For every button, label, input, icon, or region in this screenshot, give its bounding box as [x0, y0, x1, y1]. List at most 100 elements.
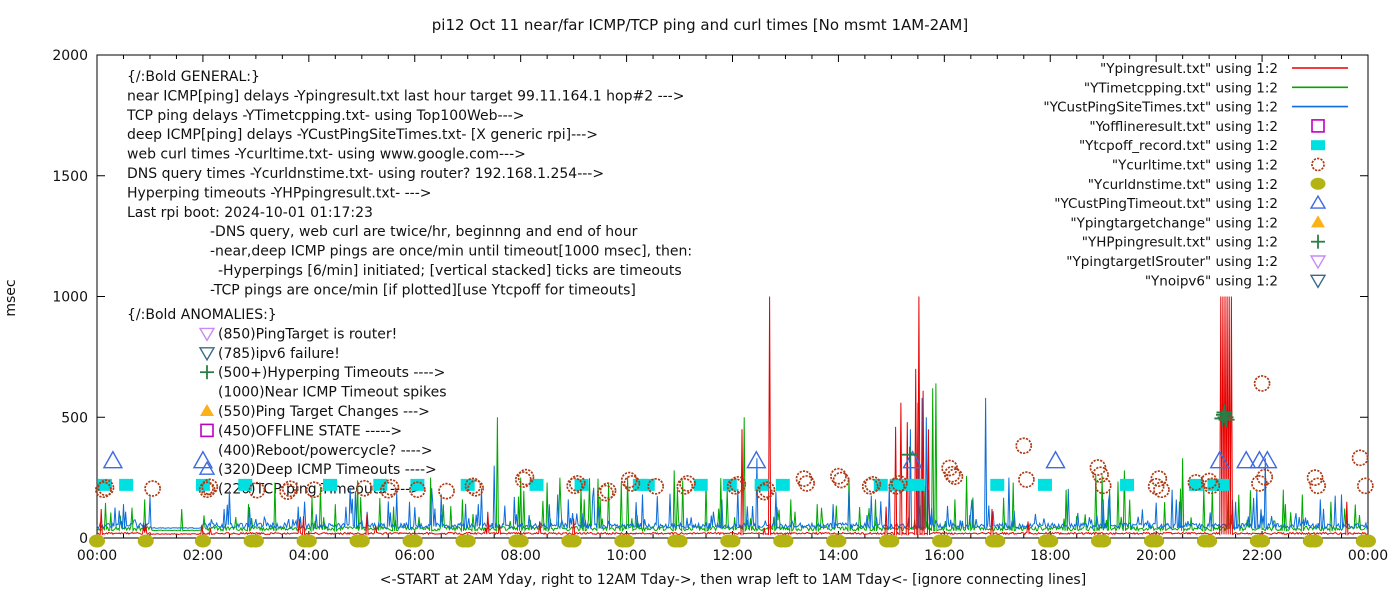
triup-open-icon	[902, 450, 923, 469]
svg-text:04:00: 04:00	[289, 548, 329, 564]
circle-open-icon	[1089, 459, 1107, 476]
circle-open-icon	[832, 471, 850, 489]
plus-icon	[1218, 411, 1235, 428]
svg-text:(400)Reboot/powercycle? ---->: (400)Reboot/powercycle? ---->	[218, 443, 433, 459]
svg-text:near ICMP[ping] delays -Ypingr: near ICMP[ping] delays -Ypingresult.txt …	[127, 88, 684, 104]
circle-open-icon	[597, 484, 614, 502]
svg-text:"Ypingresult.txt" using 1:2: "Ypingresult.txt" using 1:2	[1100, 61, 1278, 77]
series-Ypingresult-txt	[96, 296, 1369, 537]
svg-text:"YCustPingSiteTimes.txt" using: "YCustPingSiteTimes.txt" using 1:2	[1043, 100, 1278, 116]
svg-text:web curl times -Ycurltime.txt-: web curl times -Ycurltime.txt- using www…	[127, 147, 526, 163]
circle-open-icon	[755, 483, 773, 501]
circle-open-icon	[620, 471, 638, 489]
circle-open-icon	[676, 477, 694, 495]
circle-open-icon	[198, 481, 216, 499]
svg-text:02:00: 02:00	[183, 548, 223, 564]
circle-open-icon	[941, 459, 958, 477]
svg-text:1000: 1000	[52, 290, 88, 306]
circle-open-icon	[144, 480, 161, 497]
square-open-icon	[200, 423, 214, 438]
svg-text:16:00: 16:00	[924, 548, 964, 564]
circle-open-icon	[861, 477, 879, 495]
svg-text:-TCP pings are once/min [if pl: -TCP pings are once/min [if plotted][use…	[210, 282, 636, 298]
legend: "Ypingresult.txt" using 1:2 "YTimetcpping…	[1043, 61, 1348, 289]
circle-open-icon	[1253, 375, 1271, 392]
circle-open-icon	[517, 468, 535, 486]
svg-text:"Ytcpoff_record.txt" using 1:2: "Ytcpoff_record.txt" using 1:2	[1079, 138, 1278, 154]
svg-text:"Ynoipv6" using 1:2: "Ynoipv6" using 1:2	[1145, 273, 1278, 289]
circle-open-icon	[514, 471, 532, 488]
circle-open-icon	[1306, 469, 1324, 486]
series-YCustPingSiteTimes-txt	[96, 397, 1369, 531]
svg-text:"YCustPingTimeout.txt" using 1: "YCustPingTimeout.txt" using 1:2	[1054, 196, 1278, 212]
plus-icon	[901, 446, 918, 463]
circle-open-icon	[726, 477, 744, 495]
svg-text:(550)Ping Target Changes --->: (550)Ping Target Changes --->	[218, 404, 430, 420]
circle-open-icon	[679, 475, 696, 492]
svg-text:TCP ping delays -YTimetcpping.: TCP ping delays -YTimetcpping.txt- using…	[126, 108, 524, 124]
circle-open-icon	[1251, 475, 1268, 492]
svg-text:(850)PingTarget is router!: (850)PingTarget is router!	[218, 326, 397, 342]
square-fill-icon	[1311, 140, 1325, 151]
circle-open-icon	[795, 470, 813, 487]
svg-text:08:00: 08:00	[500, 548, 540, 564]
tridown-open-icon	[1309, 255, 1327, 270]
circle-open-icon	[1311, 157, 1325, 172]
circle-open-icon	[382, 478, 400, 496]
circle-open-icon	[1094, 477, 1112, 495]
circle-open-icon	[1150, 470, 1168, 487]
svg-text:"YHPpingresult.txt" using 1:2: "YHPpingresult.txt" using 1:2	[1082, 235, 1278, 251]
svg-text:(320)Deep ICMP Timeouts ---->: (320)Deep ICMP Timeouts ---->	[218, 462, 437, 478]
circle-open-icon	[409, 481, 426, 499]
circle-open-icon	[1018, 471, 1035, 488]
svg-text:-Hyperpings [6/min] initiated;: -Hyperpings [6/min] initiated; [vertical…	[218, 263, 682, 279]
circle-open-icon	[1203, 477, 1221, 495]
svg-text:"Ycurltime.txt" using 1:2: "Ycurltime.txt" using 1:2	[1112, 158, 1278, 174]
svg-text:500: 500	[61, 410, 88, 426]
svg-text:"YTimetcpping.txt" using 1:2: "YTimetcpping.txt" using 1:2	[1084, 80, 1278, 96]
circle-open-icon	[864, 476, 882, 493]
circle-open-icon	[599, 482, 617, 500]
triup-open-icon	[1236, 450, 1257, 469]
plus-icon	[1216, 404, 1233, 421]
circle-open-icon	[1153, 481, 1170, 499]
circle-open-icon	[943, 465, 961, 483]
circle-open-icon	[1256, 468, 1274, 486]
svg-text:(1000)Near ICMP Timeout spikes: (1000)Near ICMP Timeout spikes	[218, 385, 447, 401]
triup-open-icon	[192, 450, 214, 469]
circle-open-icon	[647, 477, 665, 495]
svg-text:20:00: 20:00	[1136, 548, 1176, 564]
tridown-open-icon	[198, 347, 216, 362]
circle-open-icon	[1357, 477, 1374, 495]
svg-text:"Ypingtargetchange" using 1:2: "Ypingtargetchange" using 1:2	[1070, 215, 1278, 231]
svg-text:DNS query times -Ycurldnstime.: DNS query times -Ycurldnstime.txt- using…	[127, 166, 604, 182]
svg-text:"YpingtargetISrouter" using 1:: "YpingtargetISrouter" using 1:2	[1066, 254, 1278, 270]
triup-open-icon	[1045, 450, 1066, 469]
triup-open-icon	[1309, 194, 1327, 209]
annotation-general: {/:Bold GENERAL:} near ICMP[ping] delays …	[126, 69, 692, 298]
circle-open-icon	[830, 467, 847, 485]
circle-open-icon	[201, 478, 219, 496]
svg-text:0: 0	[79, 531, 88, 547]
plus-icon	[200, 365, 214, 380]
circle-open-icon	[729, 476, 747, 493]
deep-icmp-timeout-triangles	[102, 450, 1278, 469]
plus-icon	[1311, 234, 1325, 249]
chart-title: pi12 Oct 11 near/far ICMP/TCP ping and c…	[431, 16, 969, 34]
circle-open-icon	[566, 477, 584, 495]
circle-open-icon	[1015, 437, 1033, 455]
svg-text:Last rpi boot: 2024-10-01 01:1: Last rpi boot: 2024-10-01 01:17:23	[127, 205, 373, 221]
svg-text:00:00: 00:00	[1348, 548, 1388, 564]
svg-text:22:00: 22:00	[1242, 548, 1282, 564]
circle-open-icon	[1187, 474, 1205, 491]
svg-text:12:00: 12:00	[712, 548, 752, 564]
svg-text:Hyperping timeouts -YHPpingres: Hyperping timeouts -YHPpingresult.txt- -…	[127, 185, 432, 201]
circle-open-icon	[1092, 466, 1109, 484]
circle-open-icon	[438, 482, 455, 500]
tridown-open-icon	[198, 327, 216, 342]
svg-text:{/:Bold GENERAL:}: {/:Bold GENERAL:}	[127, 69, 260, 85]
dns-time-dots	[89, 534, 1376, 548]
circle-open-icon	[464, 477, 482, 495]
